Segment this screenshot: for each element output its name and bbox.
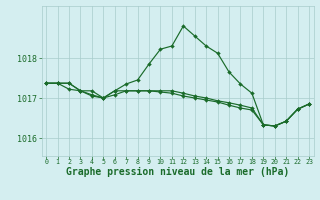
X-axis label: Graphe pression niveau de la mer (hPa): Graphe pression niveau de la mer (hPa) — [66, 167, 289, 177]
